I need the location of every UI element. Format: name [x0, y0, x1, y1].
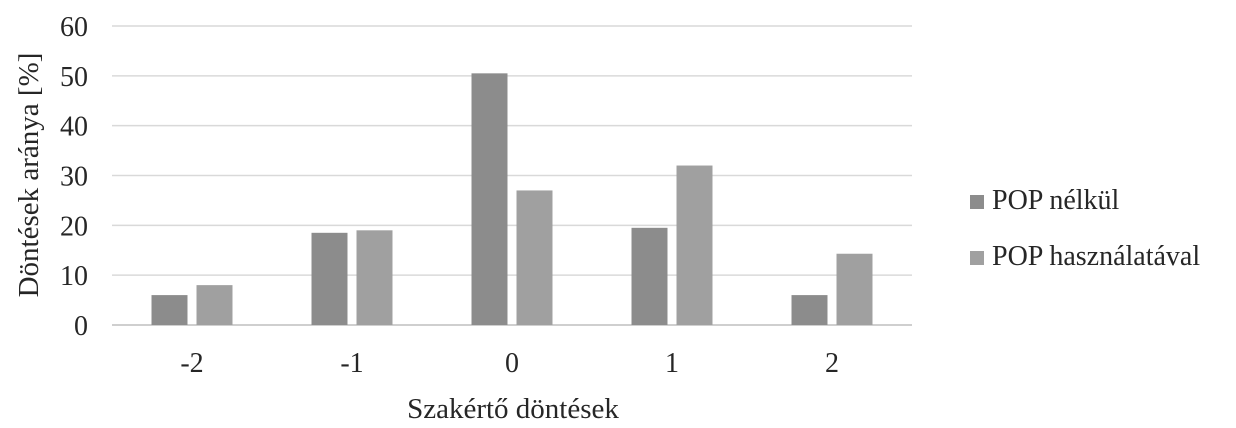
y-tick-label: 60 — [60, 12, 88, 43]
legend-swatch — [970, 195, 984, 209]
y-tick-label: 50 — [60, 62, 88, 93]
legend-label: POP használatával — [992, 241, 1200, 272]
y-tick-label: 30 — [60, 162, 88, 193]
bars — [151, 73, 873, 325]
y-axis-title: Döntések aránya [%] — [13, 53, 45, 298]
legend-label: POP nélkül — [992, 185, 1120, 216]
x-tick-label: 2 — [825, 348, 839, 379]
y-tick-label: 10 — [60, 261, 88, 292]
bar-pop-nelkul-0 — [151, 295, 188, 325]
x-axis-tick-labels: -2 -1 0 1 2 — [180, 348, 839, 379]
gridlines — [112, 25, 912, 326]
y-tick-label: 20 — [60, 211, 88, 242]
x-tick-label: -2 — [180, 348, 203, 379]
x-tick-label: -1 — [340, 348, 363, 379]
x-axis-title: Szakértő döntések — [407, 393, 619, 423]
bar-pop-nelkul-4 — [791, 295, 828, 325]
y-tick-label: 40 — [60, 112, 88, 143]
bar-pop-hasznalataval-0 — [196, 285, 233, 325]
bar-pop-nelkul-2 — [471, 73, 508, 325]
bar-pop-hasznalataval-2 — [516, 190, 553, 325]
bar-pop-hasznalataval-3 — [676, 165, 713, 325]
legend: POP nélkül POP használatával — [970, 185, 1200, 272]
y-axis-tick-labels: 0 10 20 30 40 50 60 — [60, 12, 88, 342]
bar-pop-nelkul-1 — [311, 232, 348, 325]
bar-pop-nelkul-3 — [631, 227, 668, 325]
legend-swatch — [970, 251, 984, 265]
y-tick-label: 0 — [74, 311, 88, 342]
bar-pop-hasznalataval-1 — [356, 230, 393, 325]
x-tick-label: 0 — [505, 348, 519, 379]
bar-pop-hasznalataval-4 — [836, 253, 873, 325]
x-tick-label: 1 — [665, 348, 679, 379]
